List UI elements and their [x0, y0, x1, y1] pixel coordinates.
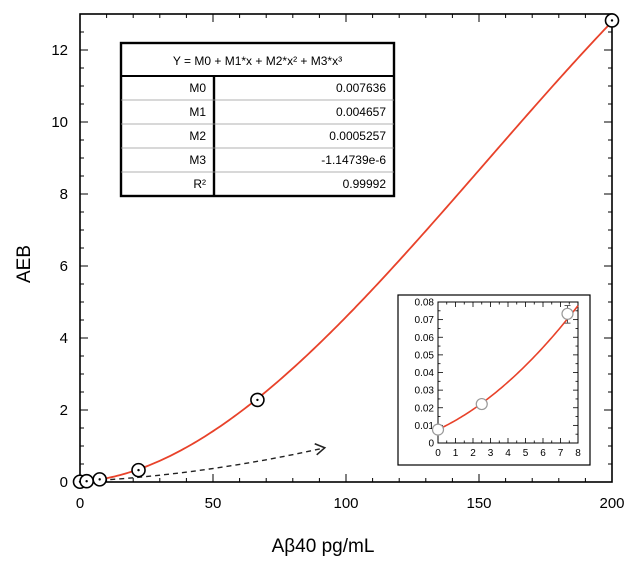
fit-equation-table: Y = M0 + M1*x + M2*x² + M3*x³ M0 0.007636 M…: [119, 41, 396, 198]
coefficient-value: -1.14739e-6: [321, 153, 386, 167]
table-frame: [119, 41, 396, 198]
x-tick-label: 200: [599, 495, 624, 512]
data-point-center: [85, 480, 88, 483]
coefficient-label: M1: [189, 105, 206, 119]
x-tick-label: 100: [333, 495, 358, 512]
inset-x-tick-label: 6: [540, 448, 546, 459]
coefficient-value: 0.99992: [343, 177, 387, 191]
inset-y-tick-label: 0.02: [415, 403, 435, 414]
coefficient-label: M2: [189, 129, 206, 143]
coefficient-value: 0.0005257: [329, 129, 386, 143]
data-point-center: [98, 478, 101, 481]
inset-y-tick-label: 0.05: [415, 350, 435, 361]
coefficient-value: 0.007636: [336, 81, 386, 95]
inset-y-tick-label: 0.01: [415, 421, 435, 432]
x-tick-label: 50: [205, 495, 222, 512]
inset-x-tick-label: 0: [435, 448, 441, 459]
coefficient-label: R²: [193, 177, 206, 191]
inset-x-tick-label: 4: [505, 448, 511, 459]
coefficient-value: 0.004657: [336, 105, 386, 119]
inset-y-tick-label: 0.04: [415, 368, 435, 379]
inset-data-point: [561, 307, 574, 320]
inset-y-tick-label: 0.06: [415, 333, 435, 344]
inset-data-point: [431, 423, 445, 436]
inset-x-tick-label: 3: [488, 448, 494, 459]
fit-equation: Y = M0 + M1*x + M2*x² + M3*x³: [173, 54, 342, 68]
inset-y-tick-label: 0: [428, 439, 434, 450]
inset-x-tick-label: 5: [523, 448, 529, 459]
inset-x-tick-label: 8: [575, 448, 581, 459]
y-axis-label: AEB: [14, 245, 35, 283]
inset-x-tick-label: 1: [453, 448, 459, 459]
inset-y-tick-label: 0.08: [415, 298, 435, 309]
fit-curve: [101, 21, 613, 481]
inset-x-tick-label: 7: [558, 448, 564, 459]
y-tick-label: 12: [51, 42, 68, 59]
inset-y-tick-label: 0.07: [415, 315, 435, 326]
y-tick-label: 2: [60, 402, 68, 419]
data-point-center: [137, 468, 140, 472]
x-tick-label: 150: [466, 495, 491, 512]
data-point-center: [610, 19, 614, 22]
dashed-arrow: [101, 447, 325, 481]
inset-frame-outer: [397, 294, 591, 466]
coefficient-label: M0: [189, 81, 206, 95]
inset-plot: 0 1 2 3 4 5 6 7 8 0 0.01 0.02 0.03 0.04 0.05 0.06 0.07 0.…: [397, 294, 591, 466]
inset-y-tick-label: 0.03: [415, 386, 435, 397]
y-tick-label: 10: [51, 114, 68, 131]
inset-data-point: [475, 397, 488, 411]
y-tick-label: 8: [60, 186, 68, 203]
coefficient-label: M3: [189, 153, 206, 167]
y-tick-label: 4: [60, 330, 68, 347]
inset-fit-curve: [437, 305, 579, 431]
y-tick-label: 6: [60, 258, 68, 275]
y-tick-label: 0: [60, 474, 68, 491]
inset-x-tick-label: 2: [470, 448, 476, 459]
x-axis-label: Aβ40 pg/mL: [272, 536, 375, 557]
x-tick-label: 0: [76, 495, 84, 512]
arrow-head: [314, 443, 327, 456]
data-point-center: [256, 398, 259, 402]
